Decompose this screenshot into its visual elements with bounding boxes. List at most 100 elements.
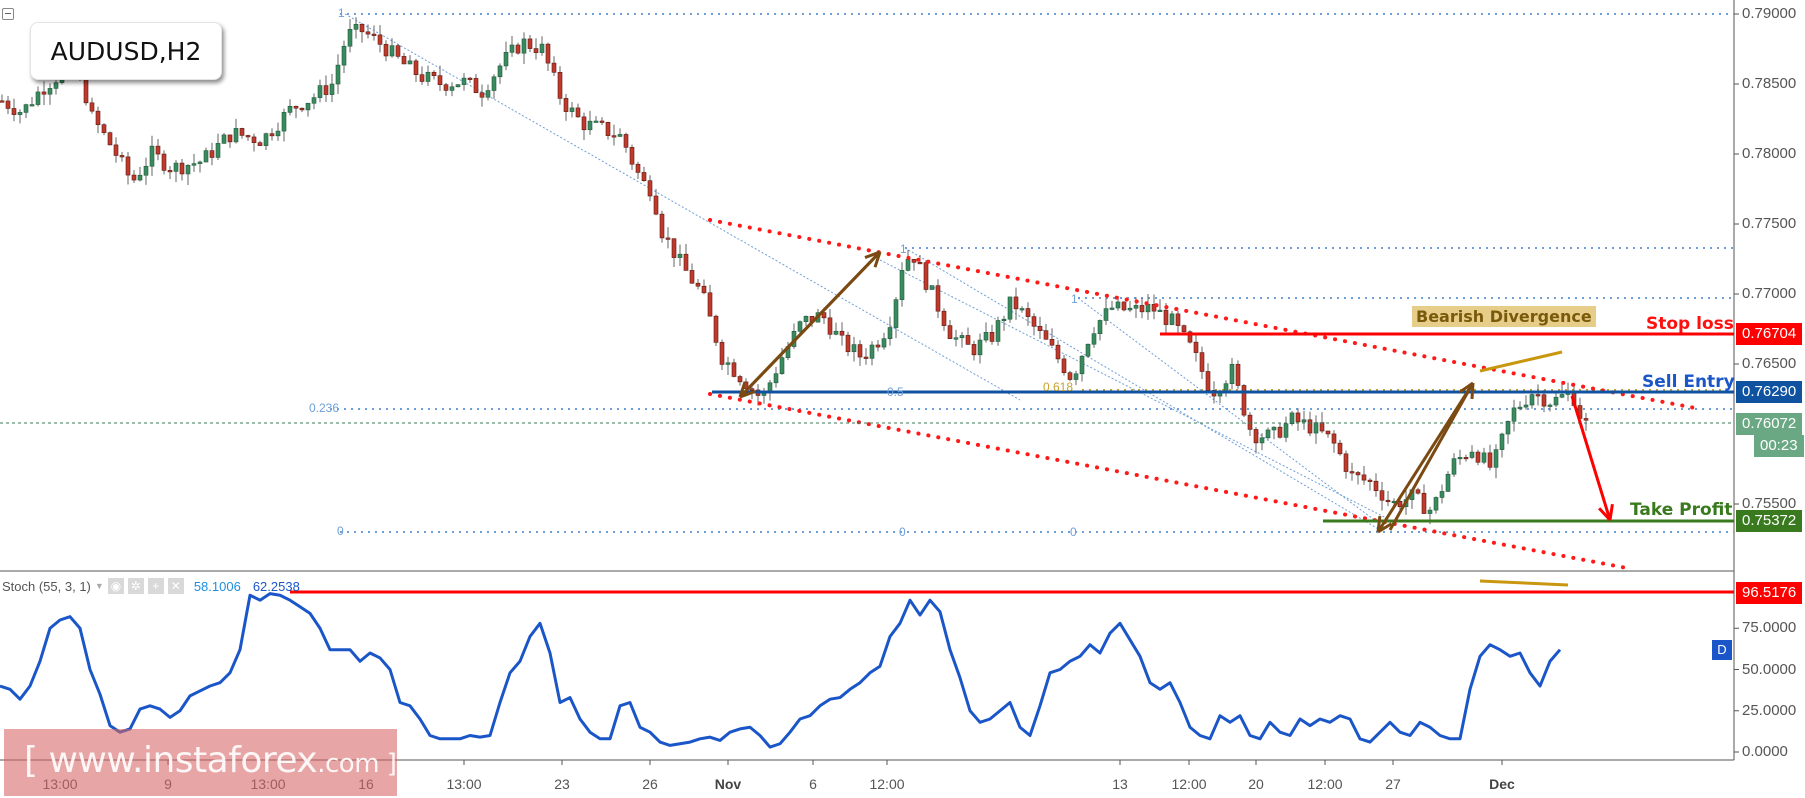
- candle-body: [839, 330, 845, 336]
- price-divergence-line: [1479, 350, 1563, 373]
- sell-entry-price-tag: 0.76290: [1736, 381, 1803, 403]
- candle-body: [1469, 451, 1475, 458]
- candle-body: [521, 38, 527, 54]
- candle-body: [1253, 429, 1259, 444]
- candle-body: [941, 310, 947, 326]
- fib-trend-line: [879, 259, 1391, 521]
- add-plus-icon[interactable]: +: [147, 578, 164, 594]
- candle-body: [1415, 489, 1421, 494]
- collapse-pane-button[interactable]: [2, 8, 14, 20]
- candle-body: [437, 75, 443, 85]
- candle-body: [1241, 385, 1247, 416]
- candle-body: [1001, 318, 1007, 322]
- bar-countdown-tag: 00:23: [1754, 435, 1804, 457]
- projected-drop-arrow: [1570, 395, 1612, 521]
- candle-body: [701, 285, 707, 294]
- visibility-eye-icon[interactable]: ◉: [107, 578, 124, 594]
- candle-body: [149, 145, 155, 167]
- candle-body: [185, 164, 191, 175]
- candle-body: [35, 91, 41, 105]
- candle-body: [899, 270, 905, 300]
- candle-body: [575, 107, 581, 118]
- candle-body: [587, 120, 593, 131]
- candle-body: [317, 85, 323, 98]
- fib-a-0236-label: 0.236: [309, 401, 340, 415]
- candle-body: [107, 132, 113, 146]
- candle-body: [893, 299, 899, 328]
- candle-body: [1445, 473, 1451, 492]
- fib-b-05-label: 0.5: [887, 385, 904, 399]
- candle-body: [959, 335, 965, 339]
- candle-body: [989, 332, 995, 342]
- candle-body: [257, 142, 263, 146]
- candle-body: [1229, 363, 1235, 384]
- candle-body: [1271, 426, 1277, 431]
- candle-body: [377, 34, 383, 45]
- candle-body: [161, 153, 167, 171]
- candle-body: [527, 38, 533, 49]
- candle-body: [1553, 396, 1559, 406]
- candle-body: [869, 344, 875, 359]
- d-badge[interactable]: D: [1712, 640, 1732, 660]
- time-tick: 26: [642, 776, 658, 792]
- candle-body: [305, 102, 311, 111]
- candle-body: [779, 357, 785, 375]
- time-tick: 12:00: [869, 776, 905, 792]
- candle-body: [935, 285, 941, 312]
- candle-body: [923, 262, 929, 290]
- candle-body: [1319, 422, 1325, 432]
- candle-body: [425, 71, 431, 82]
- candle-body: [917, 262, 923, 265]
- candle-body: [1307, 419, 1313, 434]
- price-tick: 0.78500: [1742, 75, 1797, 92]
- candle-body: [341, 45, 347, 66]
- candle-body: [233, 128, 239, 143]
- candle-body: [413, 60, 419, 75]
- candle-body: [635, 163, 641, 173]
- candle-body: [1313, 422, 1319, 434]
- candle-body: [1547, 404, 1553, 407]
- channel-lower-line: [708, 392, 1634, 571]
- candle-body: [623, 134, 629, 148]
- remove-close-icon[interactable]: ✕: [167, 578, 184, 594]
- current-price-tag: 0.76072: [1736, 413, 1803, 435]
- candle-body: [1043, 330, 1049, 340]
- stoch-legend: Stoch (55, 3, 1) ▼ ◉ ✲ + ✕ 58.1006 62.25…: [2, 578, 300, 594]
- candle-body: [179, 162, 185, 175]
- settings-gear-icon[interactable]: ✲: [127, 578, 144, 594]
- candle-body: [1259, 437, 1265, 444]
- candle-body: [29, 104, 35, 107]
- candle-body: [563, 98, 569, 112]
- candle-body: [269, 133, 275, 137]
- candle-body: [1535, 394, 1541, 397]
- candle-body: [713, 315, 719, 343]
- time-tick: 13: [1112, 776, 1128, 792]
- candle-body: [443, 84, 449, 91]
- candle-body: [1127, 307, 1133, 311]
- candle-body: [1301, 419, 1307, 423]
- candle-body: [995, 320, 1001, 342]
- candle-body: [197, 161, 203, 164]
- candle-body: [1559, 394, 1565, 398]
- swing-arrow-down: [738, 250, 882, 399]
- candle-body: [719, 342, 725, 365]
- candle-body: [1019, 308, 1025, 311]
- take-profit-price-tag: 0.75372: [1736, 510, 1803, 532]
- candle-body: [863, 356, 869, 359]
- candle-body: [101, 124, 107, 133]
- candle-body: [533, 48, 539, 53]
- stoch-menu-chevron-icon[interactable]: ▼: [94, 581, 104, 591]
- candle-body: [731, 362, 737, 377]
- swing-arrow-down-2-head: [1377, 522, 1393, 534]
- price-tick: 0.77000: [1742, 285, 1797, 302]
- candle-body: [461, 77, 467, 85]
- candle-body: [1187, 331, 1193, 343]
- candle-body: [251, 136, 257, 143]
- candle-body: [47, 88, 53, 95]
- candle-body: [593, 120, 599, 123]
- candle-body: [797, 321, 803, 332]
- candle-body: [155, 145, 161, 155]
- candle-body: [1541, 394, 1547, 407]
- candle-body: [1163, 309, 1169, 325]
